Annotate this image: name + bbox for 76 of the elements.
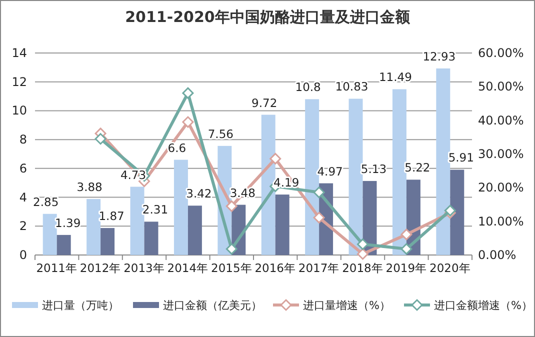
point [400, 243, 412, 255]
data-label: 11.49 [378, 70, 412, 84]
data-label: 10.83 [335, 80, 368, 94]
point [400, 228, 412, 240]
data-label: 3.88 [76, 180, 102, 194]
data-label: 3.42 [186, 186, 212, 201]
point [94, 133, 106, 145]
y-tick-label: 10 [12, 104, 27, 118]
y2-tick-label: 10.00% [478, 214, 524, 228]
y-tick-label: 4 [19, 190, 27, 204]
y2-tick-label: 50.00% [478, 80, 524, 94]
legend-label: 进口量增速（%） [303, 299, 390, 312]
data-label: 2.85 [33, 194, 59, 209]
point [313, 212, 325, 224]
data-label: 2.31 [142, 202, 168, 217]
x-tick-label: 2016年 [254, 261, 296, 275]
y2-tick-label: 40.00% [478, 113, 524, 128]
y-tick-label: 12 [12, 74, 27, 89]
data-label: 9.72 [252, 96, 278, 110]
x-tick-label: 2019年 [386, 261, 428, 275]
x-tick-label: 2017年 [298, 261, 340, 275]
point [182, 87, 194, 99]
bar [275, 194, 290, 255]
y2-tick-label: 30.00% [478, 147, 524, 161]
bar [305, 99, 320, 255]
y2-tick-label: 0.00% [478, 248, 516, 262]
bar [261, 114, 276, 255]
legend-label: 进口量（万吨） [42, 299, 119, 312]
data-label: 10.8 [295, 80, 321, 94]
point [226, 200, 238, 212]
chart-title: 2011-2020年中国奶酪进口量及进口金额 [125, 8, 411, 26]
bar [144, 222, 158, 255]
bar [130, 186, 144, 255]
data-label: 1.87 [98, 209, 124, 224]
x-tick-label: 2018年 [342, 261, 384, 275]
point [182, 116, 194, 128]
data-label: 6.6 [168, 140, 186, 155]
legend-label: 进口金额（亿美元） [163, 299, 262, 312]
bar [100, 228, 115, 255]
bar [188, 206, 202, 255]
y-tick-label: 8 [19, 132, 27, 147]
bar [42, 214, 57, 255]
x-tick-label: 2014年 [167, 261, 209, 275]
data-label: 4.97 [317, 164, 343, 178]
bar [450, 170, 464, 255]
bar [86, 199, 101, 255]
data-label: 12.93 [422, 49, 456, 64]
bar [56, 234, 71, 255]
x-tick-label: 2013年 [124, 261, 165, 275]
data-label: 3.48 [230, 186, 256, 200]
y2-tick-label: 60.00% [478, 46, 524, 60]
point [357, 248, 368, 260]
y-tick-label: 0 [19, 248, 27, 262]
point [444, 204, 456, 216]
bar [392, 89, 406, 255]
data-label: 5.91 [448, 150, 474, 165]
y-tick-label: 6 [19, 161, 27, 176]
bar [348, 98, 363, 255]
point [313, 186, 325, 198]
y-tick-label: 14 [12, 46, 27, 60]
data-label: 5.13 [360, 162, 387, 176]
x-tick-label: 2012年 [80, 261, 122, 275]
data-label: 7.56 [208, 126, 234, 141]
point [270, 152, 282, 164]
y2-tick-label: 20.00% [478, 180, 524, 195]
data-label: 5.22 [404, 160, 430, 175]
x-tick-label: 2020年 [430, 261, 471, 275]
bar [174, 160, 188, 255]
bar [436, 68, 450, 255]
data-label: 1.39 [55, 216, 81, 230]
y-tick-label: 2 [19, 219, 27, 234]
x-tick-label: 2011年 [36, 261, 78, 275]
point [226, 243, 238, 255]
legend-label: 进口金额增速（%） [434, 299, 532, 312]
x-tick-label: 2015年 [211, 261, 252, 275]
point [357, 238, 368, 250]
